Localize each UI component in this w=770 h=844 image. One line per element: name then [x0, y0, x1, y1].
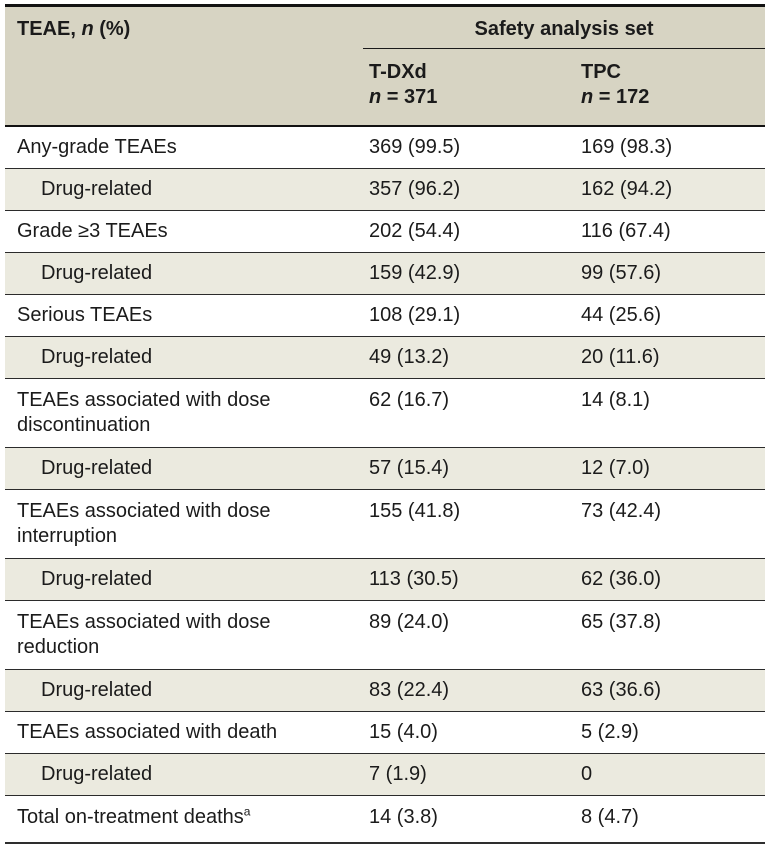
- table-row: Total on-treatment deathsa 14 (3.8) 8 (4…: [5, 796, 765, 844]
- table-row: Drug-related 83 (22.4) 63 (36.6): [5, 669, 765, 712]
- row-label: Grade ≥3 TEAEs: [17, 220, 168, 242]
- row-label: Drug-related: [5, 669, 363, 712]
- row-label: Any-grade TEAEs: [17, 136, 177, 158]
- value-tpc: 62 (36.0): [575, 558, 765, 601]
- row-label: TEAEs associated with dose discontinuati…: [17, 389, 271, 436]
- value-tpc: 169 (98.3): [581, 136, 673, 158]
- row-label-text: Total on-treatment deaths: [17, 806, 244, 828]
- row-label: Serious TEAEs: [17, 304, 153, 326]
- table-row: Grade ≥3 TEAEs 202 (54.4) 116 (67.4): [5, 211, 765, 253]
- column-header-tpc-name: TPC: [581, 61, 621, 83]
- row-label: Drug-related: [5, 336, 363, 379]
- table-row: Drug-related 7 (1.9) 0: [5, 753, 765, 796]
- value-tpc: 73 (42.4): [581, 500, 662, 522]
- column-header-tpc-n: n = 172: [581, 86, 650, 108]
- row-label: TEAEs associated with dose reduction: [17, 611, 271, 658]
- value-tpc: 116 (67.4): [581, 220, 671, 242]
- table-row: TEAEs associated with dose reduction 89 …: [5, 601, 765, 670]
- corner-label-pre: TEAE,: [17, 18, 82, 40]
- row-label: TEAEs associated with death: [17, 721, 278, 743]
- row-label: Drug-related: [5, 252, 363, 295]
- value-tdxd: 49 (13.2): [363, 336, 575, 379]
- table-row: Drug-related 113 (30.5) 62 (36.0): [5, 558, 765, 601]
- column-header-tdxd-n: n = 371: [369, 86, 438, 108]
- table-body: Any-grade TEAEs 369 (99.5) 169 (98.3) Dr…: [5, 126, 765, 843]
- table-row: Serious TEAEs 108 (29.1) 44 (25.6): [5, 295, 765, 337]
- table-container: TEAE, n (%) Safety analysis set T-DXd n …: [5, 4, 765, 844]
- table-row: Drug-related 159 (42.9) 99 (57.6): [5, 252, 765, 295]
- value-tpc: 14 (8.1): [581, 389, 650, 411]
- column-header-teae: TEAE, n (%): [5, 5, 363, 126]
- value-tpc: 44 (25.6): [581, 304, 662, 326]
- table-row: Drug-related 357 (96.2) 162 (94.2): [5, 168, 765, 211]
- value-tpc: 0: [575, 753, 765, 796]
- value-tpc: 8 (4.7): [581, 806, 639, 828]
- value-tdxd: 108 (29.1): [369, 304, 461, 326]
- row-label: Drug-related: [5, 447, 363, 490]
- value-tdxd: 159 (42.9): [363, 252, 575, 295]
- value-tpc: 5 (2.9): [581, 721, 639, 743]
- value-tdxd: 14 (3.8): [369, 806, 438, 828]
- column-header-tpc: TPC n = 172: [575, 48, 765, 126]
- value-tdxd: 7 (1.9): [363, 753, 575, 796]
- teae-safety-table: TEAE, n (%) Safety analysis set T-DXd n …: [5, 4, 765, 844]
- row-label: Drug-related: [5, 753, 363, 796]
- corner-label-n-italic: n: [81, 18, 94, 40]
- value-tdxd: 83 (22.4): [363, 669, 575, 712]
- value-tdxd: 113 (30.5): [363, 558, 575, 601]
- value-tpc: 99 (57.6): [575, 252, 765, 295]
- table-row: TEAEs associated with dose interruption …: [5, 490, 765, 559]
- value-tdxd: 357 (96.2): [363, 168, 575, 211]
- column-header-tdxd-name: T-DXd: [369, 61, 427, 83]
- value-tdxd: 155 (41.8): [369, 500, 461, 522]
- value-tdxd: 89 (24.0): [369, 611, 450, 633]
- row-label: Drug-related: [5, 168, 363, 211]
- table-row: Drug-related 49 (13.2) 20 (11.6): [5, 336, 765, 379]
- table-row: TEAEs associated with death 15 (4.0) 5 (…: [5, 712, 765, 754]
- table-header: TEAE, n (%) Safety analysis set T-DXd n …: [5, 5, 765, 126]
- group-header-safety-analysis-set: Safety analysis set: [363, 5, 765, 49]
- corner-label-post: (%): [93, 18, 131, 40]
- value-tdxd: 62 (16.7): [369, 389, 450, 411]
- table-row: Any-grade TEAEs 369 (99.5) 169 (98.3): [5, 126, 765, 169]
- value-tpc: 20 (11.6): [575, 336, 765, 379]
- value-tpc: 63 (36.6): [575, 669, 765, 712]
- value-tdxd: 57 (15.4): [363, 447, 575, 490]
- table-row: Drug-related 57 (15.4) 12 (7.0): [5, 447, 765, 490]
- value-tpc: 162 (94.2): [575, 168, 765, 211]
- value-tpc: 12 (7.0): [575, 447, 765, 490]
- value-tpc: 65 (37.8): [581, 611, 662, 633]
- value-tdxd: 15 (4.0): [369, 721, 438, 743]
- value-tdxd: 202 (54.4): [369, 220, 461, 242]
- table-row: TEAEs associated with dose discontinuati…: [5, 379, 765, 448]
- value-tdxd: 369 (99.5): [369, 136, 461, 158]
- row-label: Total on-treatment deathsa: [5, 796, 363, 844]
- row-label: Drug-related: [5, 558, 363, 601]
- row-label: TEAEs associated with dose interruption: [17, 500, 271, 547]
- footnote-marker-a: a: [243, 804, 251, 819]
- column-header-tdxd: T-DXd n = 371: [363, 48, 575, 126]
